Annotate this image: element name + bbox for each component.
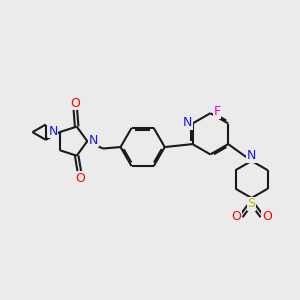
Text: N: N — [247, 149, 256, 162]
Text: O: O — [262, 210, 272, 223]
Text: N: N — [182, 116, 192, 129]
Text: F: F — [213, 105, 220, 118]
Text: O: O — [231, 210, 241, 223]
Text: O: O — [75, 172, 85, 185]
Text: O: O — [70, 97, 80, 110]
Text: N: N — [89, 134, 98, 147]
Text: N: N — [48, 125, 58, 138]
Text: S: S — [248, 197, 256, 210]
